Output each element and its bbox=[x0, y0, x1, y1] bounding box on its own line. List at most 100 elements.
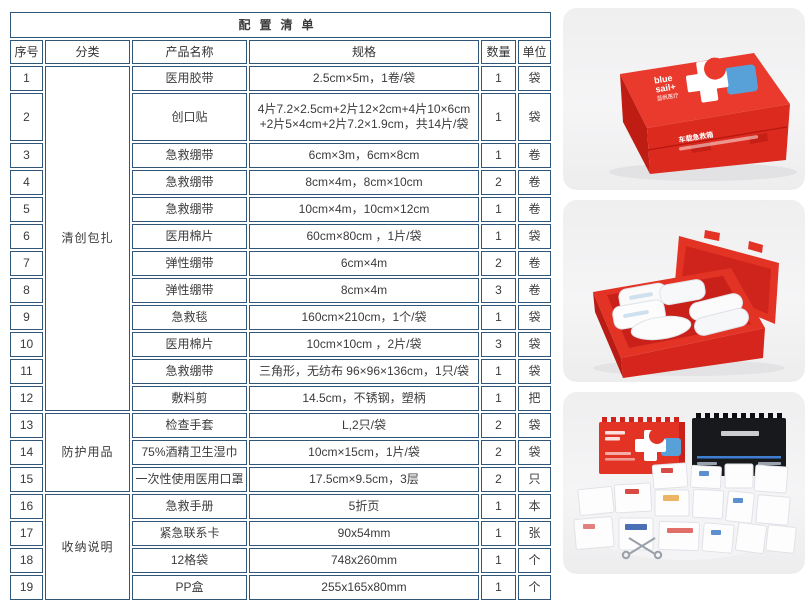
header-no: 序号 bbox=[10, 40, 43, 64]
cell-product-name: 急救绷带 bbox=[132, 170, 247, 195]
cell-product-name: 一次性使用医用口罩 bbox=[132, 467, 247, 492]
cell-spec: 8cm×4m bbox=[249, 278, 479, 303]
table-row: 2 创口贴 4片7.2×2.5cm+2片12×2cm+4片10×6cm +2片5×… bbox=[10, 93, 552, 141]
cell-qty: 2 bbox=[481, 440, 516, 465]
photo-closed-kit: blue sail+ 蓝帆医疗 车载急救箱 bbox=[563, 8, 805, 190]
cell-product-name: 75%酒精卫生湿巾 bbox=[132, 440, 247, 465]
header-category: 分类 bbox=[45, 40, 130, 64]
logo-blue-square bbox=[724, 64, 759, 95]
case-blue-stripe bbox=[697, 456, 781, 459]
cell-qty: 2 bbox=[481, 251, 516, 276]
brand-text-line2: sail+ bbox=[655, 81, 677, 94]
box-front-face bbox=[647, 104, 790, 174]
red-box-text-lines bbox=[605, 431, 635, 461]
cell-qty: 1 bbox=[481, 521, 516, 546]
table-row: 18 12格袋 748x260mm 1 个 bbox=[10, 548, 552, 573]
cell-spec: 2.5cm×5m，1卷/袋 bbox=[249, 66, 479, 91]
table-row: 11 急救绷带 三角形，无纺布 96×96×136cm，1只/袋 1 袋 bbox=[10, 359, 552, 384]
cell-qty: 1 bbox=[481, 305, 516, 330]
cross-logo-small bbox=[635, 428, 681, 461]
cell-spec: 6cm×4m bbox=[249, 251, 479, 276]
cell-qty: 1 bbox=[481, 575, 516, 600]
cross-logo bbox=[685, 57, 759, 103]
cell-no: 17 bbox=[10, 521, 43, 546]
cell-qty: 1 bbox=[481, 66, 516, 91]
cell-qty: 1 bbox=[481, 386, 516, 411]
table-row: 7 弹性绷带 6cm×4m 2 卷 bbox=[10, 251, 552, 276]
base-front-wall bbox=[621, 328, 765, 378]
cell-no: 4 bbox=[10, 170, 43, 195]
lid-hinge-tab bbox=[704, 230, 720, 241]
scissors bbox=[621, 537, 663, 560]
cell-spec: 160cm×210cm，1个/袋 bbox=[249, 305, 479, 330]
cell-no: 2 bbox=[10, 93, 43, 141]
brand-text-line1: blue bbox=[653, 73, 673, 86]
cell-product-name: 紧急联系卡 bbox=[132, 521, 247, 546]
header-product-name: 产品名称 bbox=[132, 40, 247, 64]
cell-qty: 1 bbox=[481, 548, 516, 573]
cell-unit: 只 bbox=[518, 467, 552, 492]
cell-unit: 个 bbox=[518, 548, 552, 573]
cell-unit: 本 bbox=[518, 494, 552, 519]
cell-unit: 个 bbox=[518, 575, 552, 600]
case-text-left bbox=[697, 462, 717, 465]
cell-spec: 10cm×15cm，1片/袋 bbox=[249, 440, 479, 465]
packet-labels bbox=[583, 468, 743, 535]
table-row: 13 防护用品 检查手套 L,2只/袋 2 袋 bbox=[10, 413, 552, 492]
cell-unit: 把 bbox=[518, 386, 552, 411]
red-box-edge bbox=[679, 422, 685, 474]
cell-no: 13 bbox=[10, 413, 43, 438]
cell-spec: 17.5cm×9.5cm，3层 bbox=[249, 467, 479, 492]
cell-unit: 袋 bbox=[518, 440, 552, 465]
case-comb-edge bbox=[696, 413, 782, 419]
cell-unit: 卷 bbox=[518, 278, 552, 303]
table-row: 16 收纳说明 急救手册 5折页 1 本 bbox=[10, 494, 552, 600]
cell-spec: 4片7.2×2.5cm+2片12×2cm+4片10×6cm +2片5×4cm+2片… bbox=[249, 93, 479, 141]
table-row: 14 75%酒精卫生湿巾 10cm×15cm，1片/袋 2 袋 bbox=[10, 440, 552, 465]
cell-unit: 袋 bbox=[518, 305, 552, 330]
box-comb-edge bbox=[602, 417, 679, 423]
supply-packets bbox=[573, 462, 797, 555]
cell-spec: 90x54mm bbox=[249, 521, 479, 546]
cell-spec: 60cm×80cm ，1片/袋 bbox=[249, 224, 479, 249]
brand-mark: blue sail+ 蓝帆医疗 bbox=[653, 73, 679, 103]
cell-unit: 袋 bbox=[518, 359, 552, 384]
table-title-row: 配置清单 bbox=[10, 12, 552, 38]
photo-kit-contents bbox=[563, 392, 805, 574]
cell-spec: 10cm×4m，10cm×12cm bbox=[249, 197, 479, 222]
closed-kit-illustration: blue sail+ 蓝帆医疗 车载急救箱 bbox=[609, 53, 797, 181]
config-list-table: 配置清单 序号 分类 产品名称 规格 数量 单位 1 清创包扎 医用胶带 2.5… bbox=[8, 10, 553, 602]
cell-no: 15 bbox=[10, 467, 43, 492]
cell-unit: 袋 bbox=[518, 66, 552, 91]
cell-qty: 1 bbox=[481, 93, 516, 141]
header-spec: 规格 bbox=[249, 40, 479, 64]
cell-product-name: 急救手册 bbox=[132, 494, 247, 519]
black-case-front bbox=[692, 418, 786, 476]
cell-unit: 卷 bbox=[518, 170, 552, 195]
cell-no: 5 bbox=[10, 197, 43, 222]
cell-qty: 2 bbox=[481, 413, 516, 438]
table-row: 12 敷料剪 14.5cm，不锈钢，塑柄 1 把 bbox=[10, 386, 552, 411]
open-kit-illustration bbox=[593, 230, 785, 378]
cell-unit: 卷 bbox=[518, 143, 552, 168]
cell-qty: 3 bbox=[481, 332, 516, 357]
cell-no: 7 bbox=[10, 251, 43, 276]
box-left-face bbox=[620, 74, 650, 174]
cell-unit: 卷 bbox=[518, 251, 552, 276]
cell-no: 11 bbox=[10, 359, 43, 384]
header-qty: 数量 bbox=[481, 40, 516, 64]
cell-product-name: 医用胶带 bbox=[132, 66, 247, 91]
cell-spec: 748x260mm bbox=[249, 548, 479, 573]
spec-line-1: 4片7.2×2.5cm+2片12×2cm+4片10×6cm bbox=[257, 102, 471, 116]
lid-hinge-tab bbox=[748, 241, 763, 253]
cell-unit: 袋 bbox=[518, 332, 552, 357]
base-left-wall bbox=[593, 292, 623, 378]
table-header-row: 序号 分类 产品名称 规格 数量 单位 bbox=[10, 40, 552, 64]
case-text-right bbox=[758, 462, 781, 465]
cell-no: 16 bbox=[10, 494, 43, 519]
cell-product-name: 医用棉片 bbox=[132, 332, 247, 357]
cell-qty: 1 bbox=[481, 143, 516, 168]
table-row: 10 医用棉片 10cm×10cm ，2片/袋 3 袋 bbox=[10, 332, 552, 357]
cell-unit: 袋 bbox=[518, 413, 552, 438]
cell-no: 1 bbox=[10, 66, 43, 91]
